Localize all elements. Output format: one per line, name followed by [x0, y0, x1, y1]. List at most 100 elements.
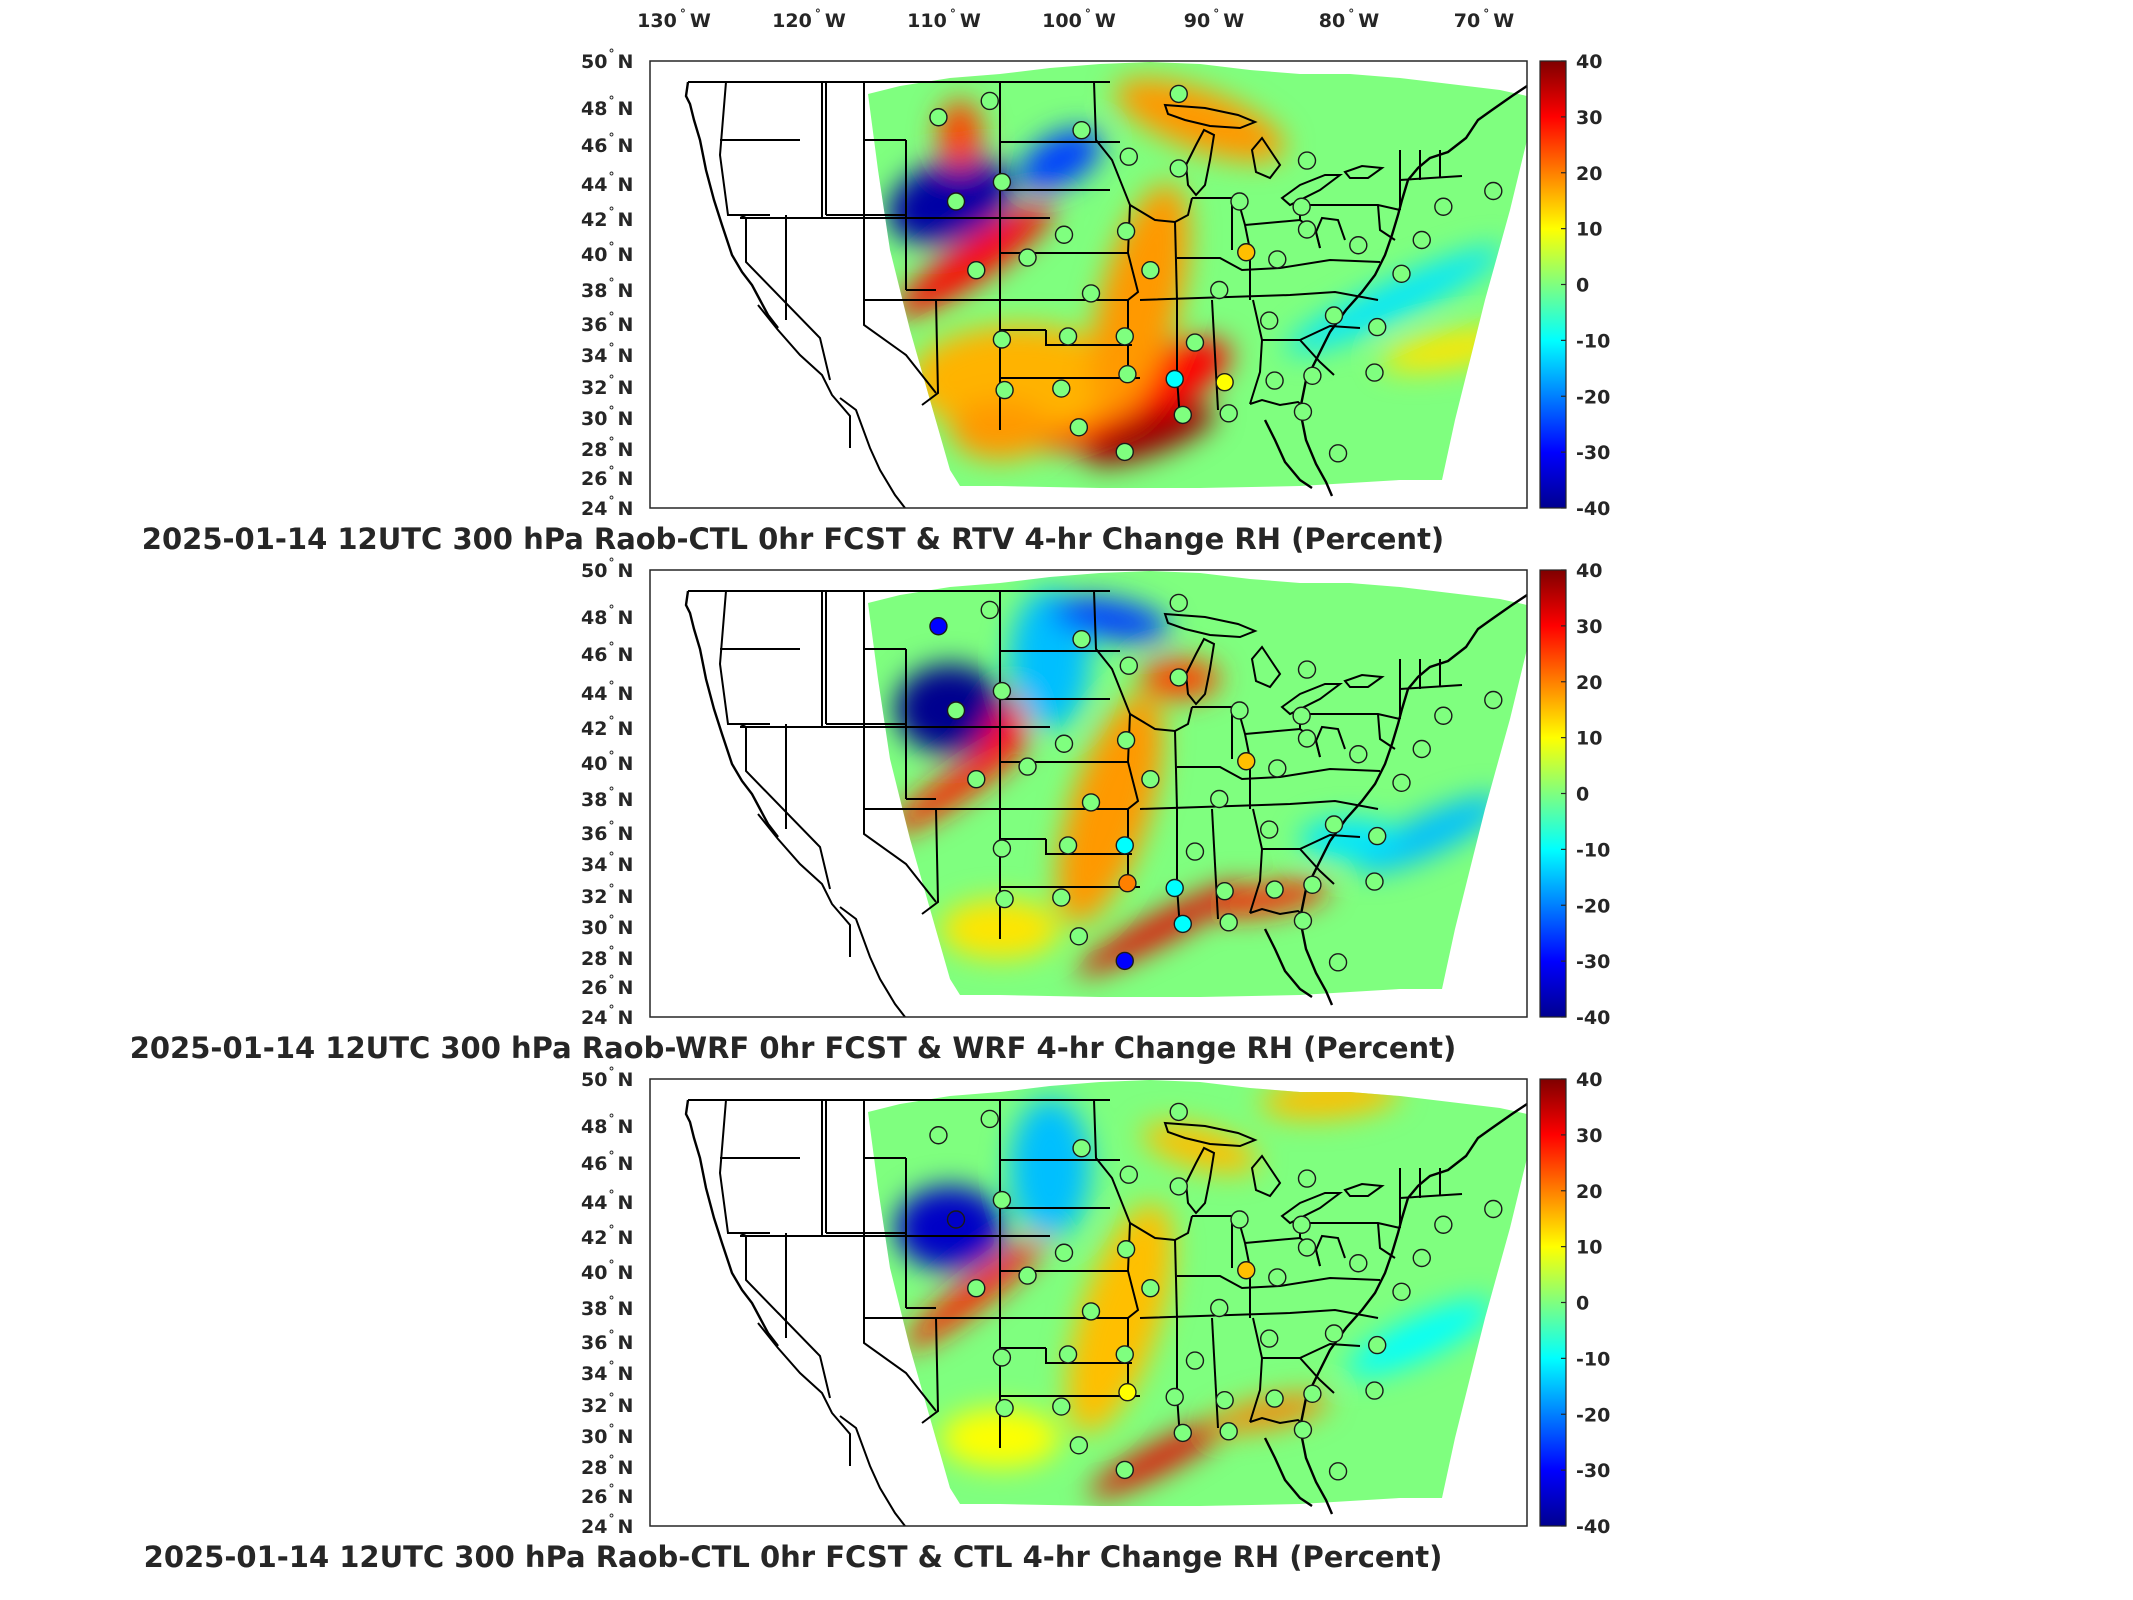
raob-station-marker — [1297, 151, 1317, 170]
raob-station-marker — [1169, 593, 1188, 613]
raob-station-marker — [1292, 1215, 1311, 1234]
great-lake — [1280, 1192, 1343, 1225]
raob-station-marker — [1018, 1266, 1037, 1285]
field-blob — [910, 325, 1130, 435]
map-panel-1: 50° N 48° N 46° N 44° N 42° N 40° N 38° N 36° N 34° N 32° N… — [142, 47, 1611, 556]
colorbar-tick-label: 0 — [1576, 1293, 1589, 1315]
latitude-label: 30° N — [581, 913, 633, 939]
raob-station-marker — [1365, 1381, 1384, 1400]
field-blob — [1357, 795, 1503, 873]
latitude-label: 28° N — [581, 435, 633, 461]
great-lake — [1163, 1121, 1258, 1148]
raob-station-marker — [1297, 729, 1317, 748]
raob-station-marker — [1268, 250, 1287, 269]
field-blob — [1019, 128, 1101, 192]
great-lake — [1250, 1154, 1282, 1198]
latitude-label: 42° N — [581, 205, 633, 231]
raob-station-marker — [1210, 1298, 1229, 1318]
raob-station-marker — [1265, 1389, 1284, 1408]
colorbar: 40 30 20 10 0 -10 -20 -30 -40 — [1539, 1069, 1610, 1538]
colorbar-tick-label: 10 — [1576, 1237, 1602, 1259]
raob-station-marker — [992, 839, 1012, 858]
great-lake — [1250, 136, 1282, 180]
state-boundary — [1377, 1222, 1396, 1259]
latitude-label: 44° N — [581, 170, 633, 196]
field-blob — [896, 203, 1054, 317]
state-boundary — [1211, 808, 1219, 920]
raob-station-marker — [1119, 147, 1139, 166]
raob-station-marker — [1173, 914, 1193, 934]
latitude-label: 50° N — [581, 47, 633, 73]
latitude-label: 38° N — [581, 276, 633, 302]
longitude-label: 100 ° W — [1042, 7, 1116, 32]
colorbar-tick-label: -10 — [1576, 839, 1610, 861]
raob-station-marker — [1069, 418, 1089, 437]
state-boundary — [921, 808, 940, 915]
colorbar-tick-label: -30 — [1576, 951, 1610, 973]
raob-station-marker — [992, 172, 1012, 192]
raob-station-marker — [1169, 1177, 1188, 1196]
state-boundary — [839, 397, 906, 509]
panel-title: 2025-01-14 12UTC 300 hPa Raob-CTL 0hr FC… — [144, 1540, 1443, 1574]
raob-station-marker — [1349, 745, 1368, 764]
raob-station-marker — [1210, 789, 1229, 809]
raob-station-marker — [1392, 773, 1411, 792]
map-frame — [649, 569, 1528, 1018]
raob-station-marker — [1081, 793, 1101, 812]
raob-station-marker — [929, 1126, 948, 1145]
state-boundary — [1262, 1357, 1335, 1394]
raob-station-marker — [1237, 1261, 1256, 1280]
raob-station-marker — [1119, 656, 1139, 675]
state-boundary — [1045, 330, 1132, 346]
latitude-label: 34° N — [581, 850, 633, 876]
raob-station-marker — [1219, 1422, 1238, 1441]
raob-station-marker — [1219, 404, 1238, 423]
raob-station-marker — [1141, 1279, 1160, 1298]
longitude-label: 110 ° W — [907, 7, 981, 32]
raob-station-marker — [1412, 230, 1431, 250]
raob-station-marker — [1293, 402, 1313, 421]
florida-coast — [1263, 928, 1313, 998]
colorbar-tick-label: 0 — [1576, 275, 1589, 297]
raob-station-marker — [1412, 739, 1431, 759]
state-boundary — [921, 299, 940, 406]
raob-station-marker — [1349, 1254, 1368, 1273]
raob-station-marker — [992, 681, 1012, 701]
latitude-label: 40° N — [581, 240, 633, 266]
latitude-label: 26° N — [581, 1482, 633, 1508]
raob-station-marker — [967, 770, 986, 789]
raob-station-marker — [967, 261, 986, 280]
florida-coast — [1263, 1437, 1313, 1507]
latitude-label: 40° N — [581, 1258, 633, 1284]
latitude-axis-labels: 50° N 48° N 46° N 44° N 42° N 40° N 38° N 36° N 34° N 32° N… — [581, 1065, 633, 1538]
raob-station-marker — [1069, 927, 1089, 946]
field-blob — [938, 100, 982, 170]
raob-station-marker — [1169, 84, 1188, 104]
longitude-label: 80 ° W — [1319, 7, 1379, 32]
map-frame — [649, 60, 1528, 509]
state-boundary — [718, 1099, 770, 1234]
raob-station-marker — [1072, 1138, 1091, 1158]
raob-station-marker — [1297, 1169, 1317, 1188]
great-lake — [1343, 673, 1385, 688]
state-boundary — [1177, 766, 1381, 781]
longitude-axis-labels: 130 ° W 120 ° W 110 ° W 100 ° W 90 ° W 80 ° W 70 ° W — [637, 7, 1514, 32]
latitude-label: 50° N — [581, 556, 633, 582]
basemap — [684, 81, 1528, 509]
latitude-label: 46° N — [581, 640, 633, 666]
state-boundary — [1249, 1317, 1264, 1423]
raob-station-marker — [1185, 842, 1205, 861]
raob-station-marker — [1115, 1460, 1134, 1480]
raob-stations — [929, 593, 1503, 972]
colorbar-tick-label: 40 — [1576, 560, 1602, 582]
state-boundary — [1399, 175, 1463, 181]
raob-station-marker — [946, 701, 966, 720]
raob-station-marker — [1392, 264, 1411, 283]
state-boundary — [1045, 839, 1132, 855]
raob-station-marker — [1018, 248, 1037, 267]
great-lake — [1280, 683, 1343, 716]
colorbar-tick-label: 40 — [1576, 51, 1602, 73]
raob-station-marker — [946, 192, 966, 211]
raob-station-marker — [1367, 1335, 1387, 1355]
